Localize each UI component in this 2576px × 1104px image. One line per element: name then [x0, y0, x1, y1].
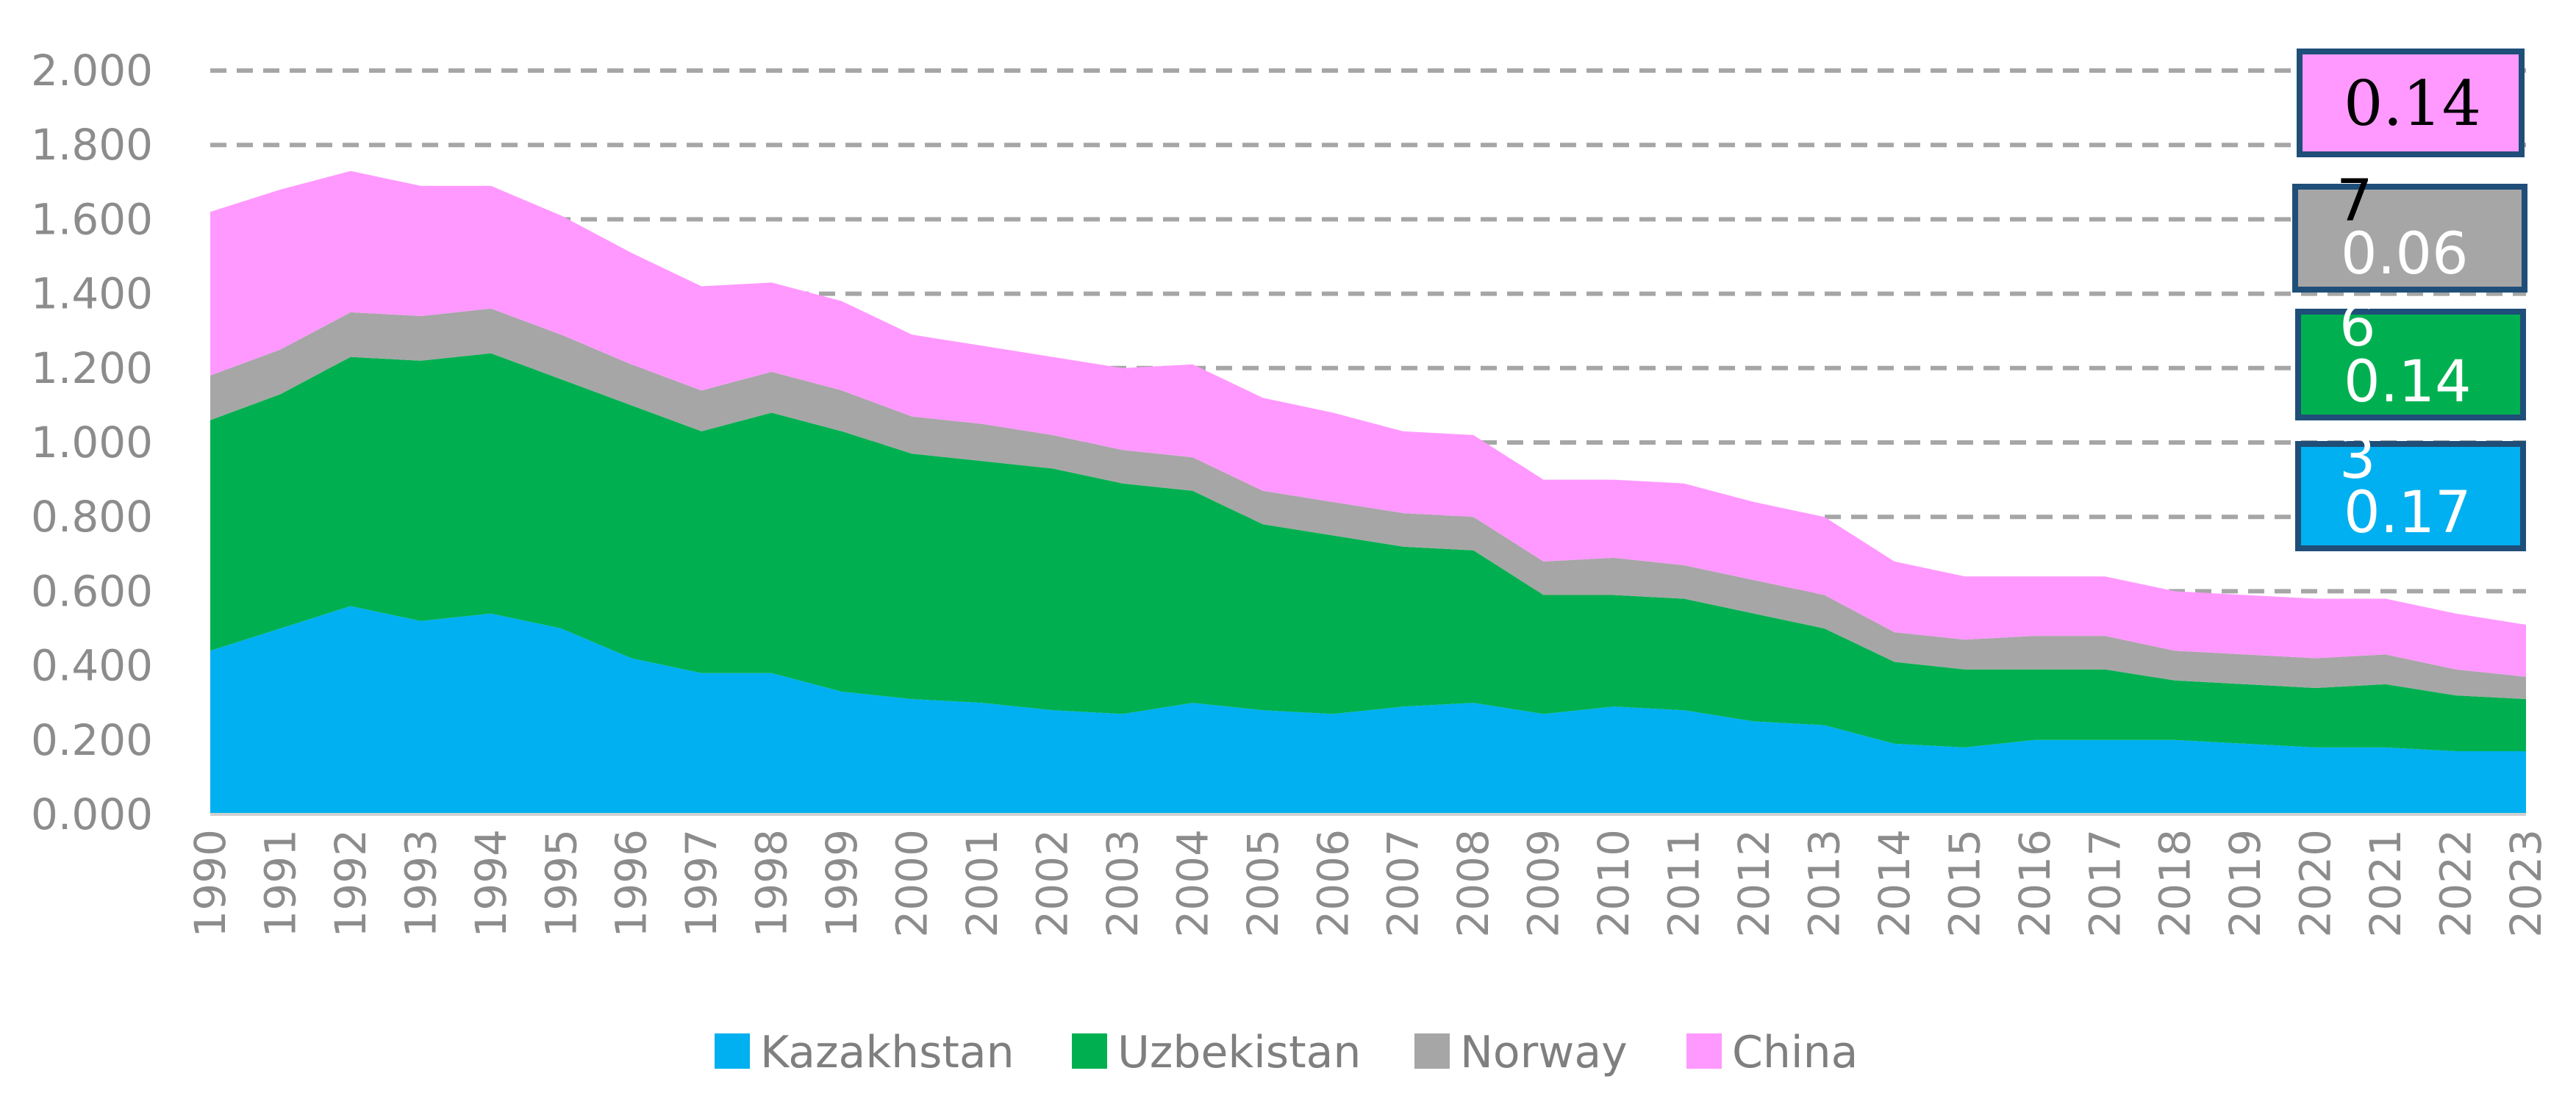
y-tick-label: 0.000: [31, 789, 153, 839]
y-tick-label: 0.800: [31, 492, 153, 542]
area-norway: [210, 308, 2526, 700]
callout-box: [2292, 184, 2527, 293]
legend-item-china: China: [1686, 1027, 1858, 1078]
area-china: [210, 171, 2526, 677]
x-tick-label: 2023: [2501, 829, 2551, 938]
x-tick-label: 2019: [2220, 829, 2270, 938]
x-tick-label: 2013: [1799, 829, 1849, 938]
legend-swatch: [1414, 1033, 1450, 1069]
callout-china: 0.14: [2297, 49, 2525, 157]
callout-kazakhstan: 0.173: [2295, 426, 2526, 551]
legend-item-norway: Norway: [1414, 1027, 1628, 1078]
y-tick-label: 1.200: [31, 343, 153, 393]
x-tick-label: 2002: [1027, 829, 1077, 938]
callout-value: 0.17: [2344, 480, 2472, 546]
legend-swatch: [1686, 1033, 1722, 1069]
x-tick-label: 2007: [1378, 829, 1428, 938]
y-tick-label: 0.600: [31, 566, 153, 616]
x-tick-label: 2009: [1519, 829, 1569, 938]
y-tick-label: 1.000: [31, 417, 153, 467]
legend-item-uzbekistan: Uzbekistan: [1072, 1027, 1361, 1078]
x-tick-label: 1993: [396, 829, 446, 938]
area-series: [210, 171, 2526, 814]
callout-overflow-digit: 7: [2336, 168, 2373, 234]
x-tick-label: 2022: [2431, 829, 2481, 938]
x-tick-label: 1997: [676, 829, 726, 938]
x-tick-label: 1992: [326, 829, 376, 938]
x-tick-label: 2014: [1870, 829, 1920, 938]
callout-value: 0.14: [2344, 68, 2481, 140]
legend-label: Norway: [1460, 1027, 1628, 1078]
x-tick-label: 2011: [1659, 829, 1709, 938]
x-tick-label: 2016: [2010, 829, 2060, 938]
callout-uzbekistan: 0.146: [2295, 293, 2526, 420]
x-tick-label: 2012: [1729, 829, 1779, 938]
callout-norway: 0.067: [2292, 168, 2527, 293]
area-kazakhstan: [210, 606, 2526, 814]
callout-overflow-digit: 6: [2339, 293, 2376, 359]
x-tick-label: 2005: [1238, 829, 1288, 938]
callout-box: [2295, 441, 2526, 551]
x-tick-label: 2001: [957, 829, 1007, 938]
x-tick-label: 1996: [607, 829, 656, 938]
x-tick-label: 2010: [1589, 829, 1639, 938]
legend-label: China: [1732, 1027, 1858, 1078]
x-tick-label: 1990: [185, 829, 235, 938]
y-tick-label: 1.400: [31, 269, 153, 319]
x-tick-label: 2004: [1167, 829, 1217, 938]
x-tick-label: 2006: [1308, 829, 1358, 938]
x-tick-label: 2018: [2150, 829, 2200, 938]
y-tick-label: 1.800: [31, 120, 153, 170]
x-tick-label: 2000: [887, 829, 937, 938]
x-tick-label: 2003: [1098, 829, 1148, 938]
legend-item-kazakhstan: Kazakhstan: [715, 1027, 1015, 1078]
y-tick-label: 0.200: [31, 715, 153, 765]
x-tick-label: 1998: [747, 829, 797, 938]
area-uzbekistan: [210, 353, 2526, 752]
legend: Kazakhstan Uzbekistan Norway China: [715, 1027, 1858, 1078]
legend-swatch: [1072, 1033, 1107, 1069]
callout-value: 0.06: [2341, 221, 2469, 287]
x-tick-label: 1991: [255, 829, 305, 938]
callout-box: [2297, 49, 2525, 157]
x-tick-label: 1995: [536, 829, 586, 938]
y-tick-label: 0.400: [31, 641, 153, 691]
legend-label: Kazakhstan: [760, 1027, 1015, 1078]
y-axis-ticks: 0.000 0.200 0.400 0.600 0.800 1.000 1.200 1.400…: [31, 46, 153, 839]
y-tick-label: 2.000: [31, 46, 153, 96]
legend-swatch: [715, 1033, 750, 1069]
x-tick-label: 1994: [466, 829, 516, 938]
legend-label: Uzbekistan: [1117, 1027, 1361, 1078]
x-tick-label: 2015: [1939, 829, 1989, 938]
callout-overflow-digit: 3: [2339, 426, 2376, 492]
x-tick-label: 2017: [2080, 829, 2130, 938]
callout-value: 0.14: [2344, 349, 2472, 415]
x-axis-ticks: 1990 1991 1992 1993 1994 1995 1996 1997 1998 1999…: [185, 829, 2551, 938]
x-tick-label: 2020: [2291, 829, 2341, 938]
x-tick-label: 2021: [2361, 829, 2411, 938]
y-tick-label: 1.600: [31, 194, 153, 244]
callout-box: [2295, 309, 2526, 420]
x-tick-label: 1999: [817, 829, 867, 938]
x-tick-label: 2008: [1448, 829, 1498, 938]
